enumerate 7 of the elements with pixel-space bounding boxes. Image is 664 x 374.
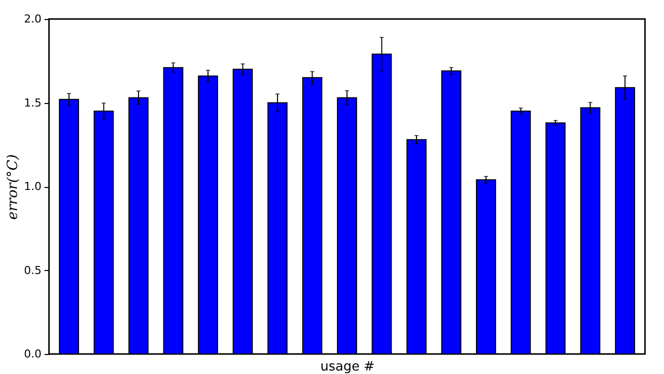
y-tick-label: 0.0: [24, 348, 42, 360]
y-tick-label: 1.0: [24, 180, 42, 193]
x-axis-title: usage #: [320, 360, 375, 374]
y-axis-title: error(°C): [5, 154, 22, 220]
y-tick-label: 2.0: [24, 12, 42, 26]
y-tick-label: 1.5: [24, 96, 42, 110]
y-tick-label: 0.5: [24, 264, 42, 277]
